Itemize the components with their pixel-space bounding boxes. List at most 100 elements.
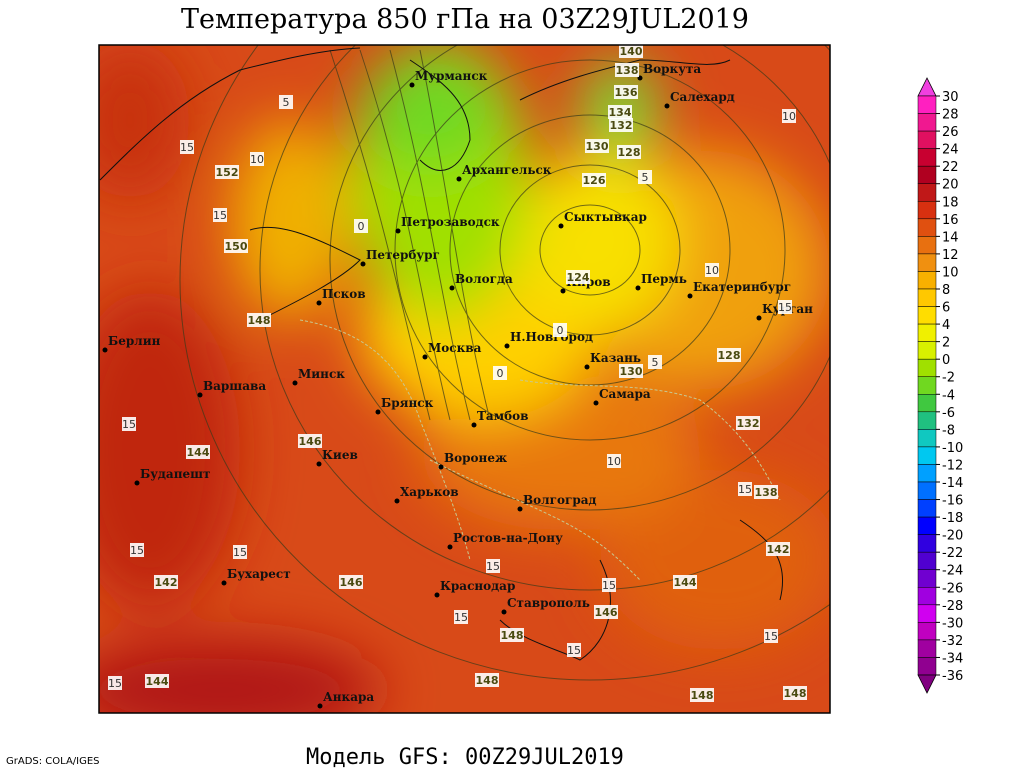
city-label: Харьков: [400, 485, 459, 499]
contour-label: 15: [602, 579, 616, 592]
colorbar-label: -22: [942, 546, 963, 561]
isohypses: [179, 45, 830, 681]
contour-label: 152: [216, 166, 239, 179]
contour-label: 126: [583, 174, 606, 187]
city-label: Пермь: [641, 272, 687, 286]
colorbar-label: -18: [942, 511, 963, 526]
contour-label: 124: [567, 271, 590, 284]
contour-label: 134: [609, 106, 632, 119]
colorbar-band: [917, 464, 937, 483]
colorbar-arrow-top: [917, 77, 937, 97]
contour-label: 130: [620, 365, 643, 378]
colorbar-label: -24: [942, 564, 963, 579]
colorbar-band: [917, 587, 937, 606]
contour-label-box: [486, 559, 500, 573]
contour-label: 130: [586, 140, 609, 153]
colorbar-band: [917, 95, 937, 114]
colorbar-label: 22: [942, 160, 959, 175]
colorbar-band: [917, 622, 937, 641]
contour-label: 138: [755, 486, 778, 499]
colorbar-band: [917, 639, 937, 658]
city-label: Самара: [599, 387, 651, 401]
contour-label: 136: [615, 86, 638, 99]
credit: GrADS: COLA/IGES: [6, 756, 100, 767]
contour-label: 15: [778, 301, 792, 314]
colorbar-band: [917, 288, 937, 307]
contour-label-box: [493, 366, 507, 380]
colorbar-band: [917, 499, 937, 518]
colorbar-label: -20: [942, 529, 963, 544]
colorbar-label: 14: [942, 230, 959, 245]
contour-label-box: [594, 605, 618, 619]
colorbar-label: -30: [942, 616, 963, 631]
city-label: Варшава: [203, 379, 266, 393]
city-dot: [360, 261, 366, 267]
colorbar-band: [917, 569, 937, 588]
city-label: Киев: [322, 448, 358, 462]
colorbar-band: [917, 218, 937, 237]
contour-label: 0: [557, 324, 564, 337]
city-dot: [447, 544, 453, 550]
colorbar-band: [917, 201, 937, 220]
contour-label: 146: [595, 606, 618, 619]
contour-label: 15: [233, 546, 247, 559]
contour-label-box: [122, 417, 136, 431]
contour-label-box: [778, 300, 792, 314]
colorbar-label: 0: [942, 353, 950, 368]
colorbar-label: 10: [942, 265, 959, 280]
colorbar-label: -10: [942, 441, 963, 456]
colorbar-band: [917, 306, 937, 325]
contour-label-box: [614, 85, 638, 99]
city-dot: [504, 343, 510, 349]
city-label: Берлин: [108, 334, 161, 348]
colorbar-band: [917, 429, 937, 448]
contour-label-box: [638, 170, 652, 184]
colorbar-band: [917, 130, 937, 149]
city-dot: [593, 400, 599, 406]
contour-label-box: [186, 445, 210, 459]
contour-label-box: [475, 673, 499, 687]
city-label: Ростов-на-Дону: [453, 531, 563, 545]
colorbar-label: -4: [942, 388, 955, 403]
contour-label-box: [180, 140, 194, 154]
colorbar-band: [917, 516, 937, 535]
contour-label: 132: [737, 417, 760, 430]
colorbar-label: -16: [942, 494, 963, 509]
contour-label: 5: [652, 356, 659, 369]
contour-label-box: [607, 454, 621, 468]
colorbar-label: -14: [942, 476, 963, 491]
colorbar-band: [917, 358, 937, 377]
contour-label-box: [673, 575, 697, 589]
contour-label: 0: [497, 367, 504, 380]
contour-label-box: [690, 688, 714, 702]
city-dot: [375, 409, 381, 415]
contour-label: 10: [607, 455, 621, 468]
contour-label: 146: [299, 435, 322, 448]
contour-label: 15: [567, 644, 581, 657]
colorbar-band: [917, 376, 937, 395]
city-dot: [584, 364, 590, 370]
contour-label: 10: [705, 264, 719, 277]
city-label: Сыктывкар: [564, 210, 647, 224]
city-dot: [664, 103, 670, 109]
contour-label-box: [783, 686, 807, 700]
colorbar-label: -2: [942, 371, 955, 386]
contour-label: 146: [340, 576, 363, 589]
contour-label-box: [705, 263, 719, 277]
map-labels: Мурманск Воркута Салехард Архангельск Сыктыв…: [102, 45, 813, 709]
borders: [299, 319, 781, 581]
city-dot: [317, 703, 323, 709]
colorbar-label: -26: [942, 581, 963, 596]
colorbar-label: 12: [942, 248, 959, 263]
contour-label: 138: [616, 64, 639, 77]
city-label: Псков: [322, 287, 366, 301]
contour-label-box: [233, 545, 247, 559]
city-label: Мурманск: [415, 69, 488, 83]
colorbar-label: -34: [942, 651, 963, 666]
contour-label: 15: [764, 630, 778, 643]
colorbar-band: [917, 604, 937, 623]
contour-label: 5: [283, 96, 290, 109]
contour-label: 15: [486, 560, 500, 573]
contour-label: 15: [180, 141, 194, 154]
city-dot: [501, 609, 507, 615]
